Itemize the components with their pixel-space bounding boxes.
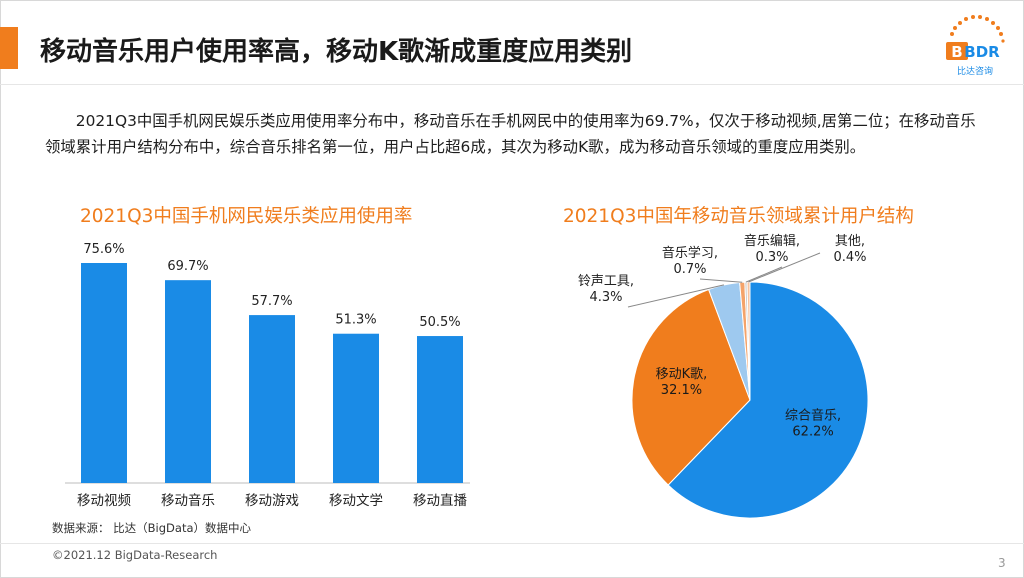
pie-value-label: 32.1% [661,383,702,398]
bar [333,333,379,483]
bar [417,336,463,483]
pie-chart-title: 2021Q3中国年移动音乐领域累计用户结构 [563,206,914,227]
bar-chart: 75.6% 移动视频 69.7% 移动音乐 57.7% 移动游戏 51.3% 移动文学 50.5… [65,242,470,509]
x-tick-label: 移动游戏 [245,493,299,509]
pie-label: 其他, [835,234,865,249]
leader-line [748,252,821,283]
data-source-note: 数据来源： 比达（BigData）数据中心 [52,521,251,535]
footer-divider [0,543,1024,544]
svg-text:B: B [951,43,962,61]
summary-paragraph: 2021Q3中国手机网民娱乐类应用使用率分布中，移动音乐在手机网民中的使用率为6… [45,112,976,156]
pie-label: 综合音乐, [785,407,841,423]
pie-slice [667,281,869,519]
pie-value-label: 0.4% [833,250,866,265]
pie-value-label: 4.3% [589,290,622,305]
bar-value-label: 57.7% [251,294,292,309]
pie-value-label: 0.7% [673,262,706,277]
bar-chart-title: 2021Q3中国手机网民娱乐类应用使用率 [80,206,413,227]
bar [81,263,127,483]
pie-label: 移动K歌, [656,367,708,382]
bar [165,280,211,483]
pie-chart: 综合音乐,62.2% 移动K歌,32.1% 铃声工具,4.3% 音乐学习,0.7% 音乐… [578,233,869,519]
bar-value-label: 69.7% [167,259,208,274]
bar-value-label: 75.6% [83,242,124,257]
x-tick-label: 移动直播 [413,493,467,509]
bdr-logo: B BDR 比达咨询 [946,15,1005,77]
pie-value-label: 62.2% [792,424,833,439]
copyright: ©2021.12 BigData-Research [52,548,218,562]
leader-line [699,278,743,283]
pie-label: 铃声工具, [578,274,634,289]
pie-value-label: 0.3% [755,250,788,265]
page-title: 移动音乐用户使用率高，移动K歌渐成重度应用类别 [40,37,633,67]
bar-value-label: 51.3% [335,313,376,328]
bar [249,315,295,483]
logo-text: BDR [964,43,1000,61]
pie-label: 音乐学习, [662,245,718,261]
x-tick-label: 移动文学 [329,493,383,509]
leader-line [745,266,783,283]
logo-subtitle: 比达咨询 [957,65,993,77]
x-tick-label: 移动音乐 [161,492,215,509]
bar-value-label: 50.5% [419,315,460,330]
page-number: 3 [998,556,1006,570]
pie-slice [631,288,751,486]
logo-dot-ring-icon [950,15,1005,43]
x-tick-label: 移动视频 [77,493,131,509]
pie-label: 音乐编辑, [744,233,800,249]
leader-line [627,284,725,308]
title-accent-bar [0,27,18,69]
title-divider [0,84,1024,85]
